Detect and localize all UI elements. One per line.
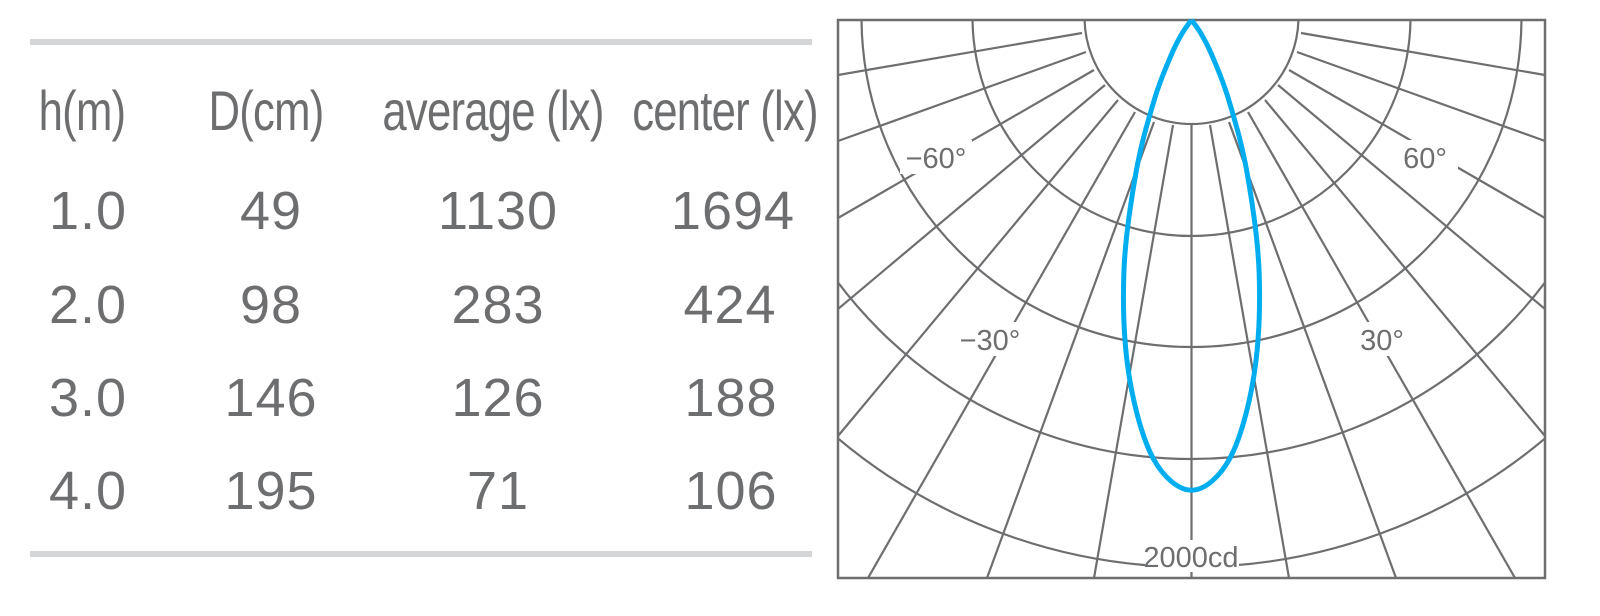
grid-spoke — [1277, 84, 1545, 310]
table-top-rule — [30, 39, 812, 45]
table-bottom-rule — [30, 551, 812, 557]
cell-average: 71 — [466, 461, 530, 521]
grid-spoke — [1227, 121, 1398, 578]
grid-spoke — [1264, 99, 1545, 437]
header-center: center (lx) — [632, 79, 818, 142]
grid-spoke — [1300, 31, 1545, 77]
cell-average: 1130 — [437, 181, 559, 241]
cell-center: 106 — [684, 461, 778, 521]
header-average: average (lx) — [382, 79, 604, 142]
cell-h: 2.0 — [48, 275, 128, 335]
grid-ring — [1083, 20, 1300, 126]
grid-spoke — [838, 84, 1106, 310]
grid-spoke — [838, 50, 1087, 143]
angle-label-minus-60: −60° — [906, 143, 967, 175]
cell-d: 49 — [239, 181, 303, 241]
scale-label: 2000cd — [1143, 542, 1238, 574]
cell-h: 1.0 — [48, 181, 128, 241]
cell-average: 283 — [451, 275, 545, 335]
cell-average: 126 — [451, 368, 545, 428]
polar-labels: −60° 60° −30° 30° 2000cd — [900, 140, 1458, 574]
angle-label-60: 60° — [1403, 143, 1447, 175]
grid-ring — [838, 436, 1545, 568]
cell-d: 195 — [224, 461, 318, 521]
intensity-curve — [1120, 18, 1263, 493]
polar-grid — [838, 20, 1545, 578]
cell-h: 4.0 — [48, 461, 128, 521]
cell-h: 3.0 — [48, 368, 128, 428]
grid-spoke — [838, 99, 1119, 437]
header-diameter: D(cm) — [208, 79, 325, 142]
angle-label-30: 30° — [1360, 325, 1404, 357]
header-height: h(m) — [38, 79, 126, 142]
cell-center: 424 — [683, 275, 777, 335]
grid-spoke — [985, 121, 1156, 578]
cell-d: 146 — [224, 368, 318, 428]
grid-spoke — [1296, 50, 1545, 143]
grid-spoke — [838, 31, 1083, 77]
cell-d: 98 — [239, 275, 303, 335]
grid-spoke — [1092, 124, 1175, 578]
angle-label-minus-30: −30° — [960, 325, 1021, 357]
cell-center: 1694 — [670, 181, 796, 241]
cell-center: 188 — [684, 368, 778, 428]
grid-spoke — [1208, 124, 1291, 578]
